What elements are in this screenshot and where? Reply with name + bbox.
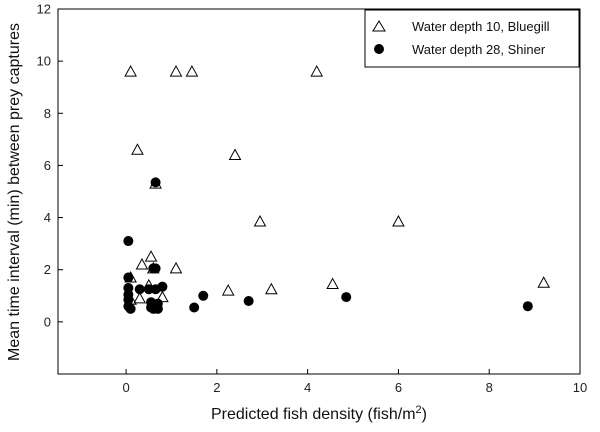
x-axis: 0 2 4 6 8 10 <box>122 369 587 395</box>
point-shiner <box>198 290 209 301</box>
y-tick-label: 4 <box>44 210 51 225</box>
y-tick-label: 6 <box>44 158 51 173</box>
point-bluegill <box>537 276 551 288</box>
point-bluegill <box>221 284 235 296</box>
point-bluegill <box>169 65 183 77</box>
y-tick-label: 2 <box>44 262 51 277</box>
legend: Water depth 10, Bluegill Water depth 28,… <box>364 9 580 68</box>
legend-label-bluegill: Water depth 10, Bluegill <box>412 19 550 34</box>
point-bluegill <box>131 143 144 155</box>
x-axis-title-superscript: 2 <box>416 404 422 416</box>
point-bluegill <box>326 277 339 290</box>
y-axis-title: Mean time interval (min) between prey ca… <box>6 23 23 361</box>
point-bluegill <box>264 282 278 295</box>
legend-marker-bluegill <box>372 20 386 32</box>
point-shiner <box>341 292 352 303</box>
y-tick-label: 10 <box>37 54 51 69</box>
point-bluegill <box>185 65 199 77</box>
point-shiner <box>123 236 134 247</box>
point-bluegill <box>310 65 324 77</box>
data-points <box>123 65 551 314</box>
point-shiner <box>189 302 200 313</box>
y-tick-label: 0 <box>44 314 51 329</box>
point-bluegill <box>228 148 242 160</box>
x-tick-label: 6 <box>395 380 402 395</box>
point-shiner <box>150 284 161 295</box>
point-bluegill <box>253 214 267 227</box>
point-bluegill <box>133 291 147 304</box>
y-tick-label: 12 <box>37 2 51 17</box>
point-shiner <box>134 284 145 295</box>
point-shiner <box>123 272 134 283</box>
point-shiner <box>125 303 136 314</box>
x-axis-title: Predicted fish density (fish/m2) <box>211 404 427 423</box>
x-tick-label: 0 <box>122 380 129 395</box>
point-bluegill <box>124 65 137 77</box>
y-axis: 0 2 4 6 8 10 12 <box>37 2 63 329</box>
point-shiner <box>522 301 533 312</box>
point-shiner <box>150 177 161 188</box>
y-tick-label: 8 <box>44 106 51 121</box>
legend-box <box>364 9 580 68</box>
plot-area-frame <box>57 8 581 375</box>
point-bluegill <box>392 214 405 227</box>
point-shiner <box>150 263 161 274</box>
x-axis-title-close: ) <box>422 406 427 423</box>
x-tick-label: 10 <box>573 380 587 395</box>
x-tick-label: 2 <box>213 380 220 395</box>
point-bluegill <box>169 261 183 274</box>
point-bluegill <box>144 250 158 262</box>
point-shiner <box>152 303 163 314</box>
legend-label-shiner: Water depth 28, Shiner <box>412 42 546 57</box>
x-tick-label: 8 <box>486 380 493 395</box>
point-shiner <box>243 296 254 306</box>
legend-marker-shiner <box>374 44 384 54</box>
x-tick-label: 4 <box>304 380 311 395</box>
point-bluegill <box>135 257 149 270</box>
